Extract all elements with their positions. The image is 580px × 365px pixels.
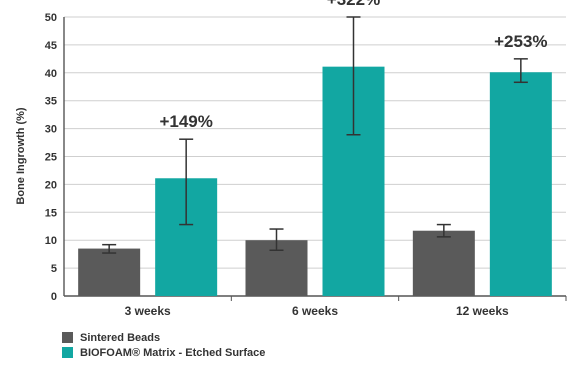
- legend-label-sintered: Sintered Beads: [80, 331, 161, 344]
- grid-lines: [63, 16, 567, 301]
- y-tick-label: 20: [45, 179, 57, 191]
- percent-increase-label: +149%: [159, 112, 212, 131]
- legend-item-biofoam: BIOFOAM® Matrix - Etched Surface: [62, 345, 265, 360]
- legend-swatch-biofoam: [62, 347, 73, 358]
- annotations: +149% +322% +253%: [159, 0, 547, 131]
- legend-label-biofoam: BIOFOAM® Matrix - Etched Surface: [80, 346, 266, 359]
- y-axis-label: Bone Ingrowth (%): [15, 107, 27, 204]
- y-tick-labels: 0 5 10 15 20 25 30 35 40 45 50: [45, 12, 57, 303]
- y-tick-label: 25: [45, 152, 57, 164]
- bar: [78, 248, 141, 296]
- x-category-label: 12 weeks: [456, 304, 509, 318]
- bar: [489, 72, 552, 296]
- category-labels: 3 weeks 6 weeks 12 weeks: [125, 304, 509, 318]
- y-tick-label: 35: [45, 96, 57, 108]
- y-tick-label: 30: [45, 124, 57, 136]
- y-tick-label: 50: [45, 12, 57, 24]
- percent-increase-label: +253%: [494, 32, 547, 51]
- x-category-label: 3 weeks: [125, 304, 171, 318]
- error-bars: [102, 16, 528, 254]
- legend-swatch-sintered: [62, 332, 73, 343]
- y-tick-label: 0: [51, 291, 57, 303]
- y-tick-label: 40: [45, 68, 57, 80]
- legend-item-sintered: Sintered Beads: [62, 330, 265, 345]
- percent-increase-label: +322%: [327, 0, 380, 9]
- y-tick-label: 5: [51, 263, 57, 275]
- x-category-label: 6 weeks: [292, 304, 338, 318]
- y-tick-label: 15: [45, 207, 57, 219]
- y-tick-label: 10: [45, 235, 57, 247]
- bars: [78, 66, 552, 296]
- bar: [412, 230, 475, 296]
- y-tick-label: 45: [45, 40, 57, 52]
- legend: Sintered Beads BIOFOAM® Matrix - Etched …: [62, 330, 265, 360]
